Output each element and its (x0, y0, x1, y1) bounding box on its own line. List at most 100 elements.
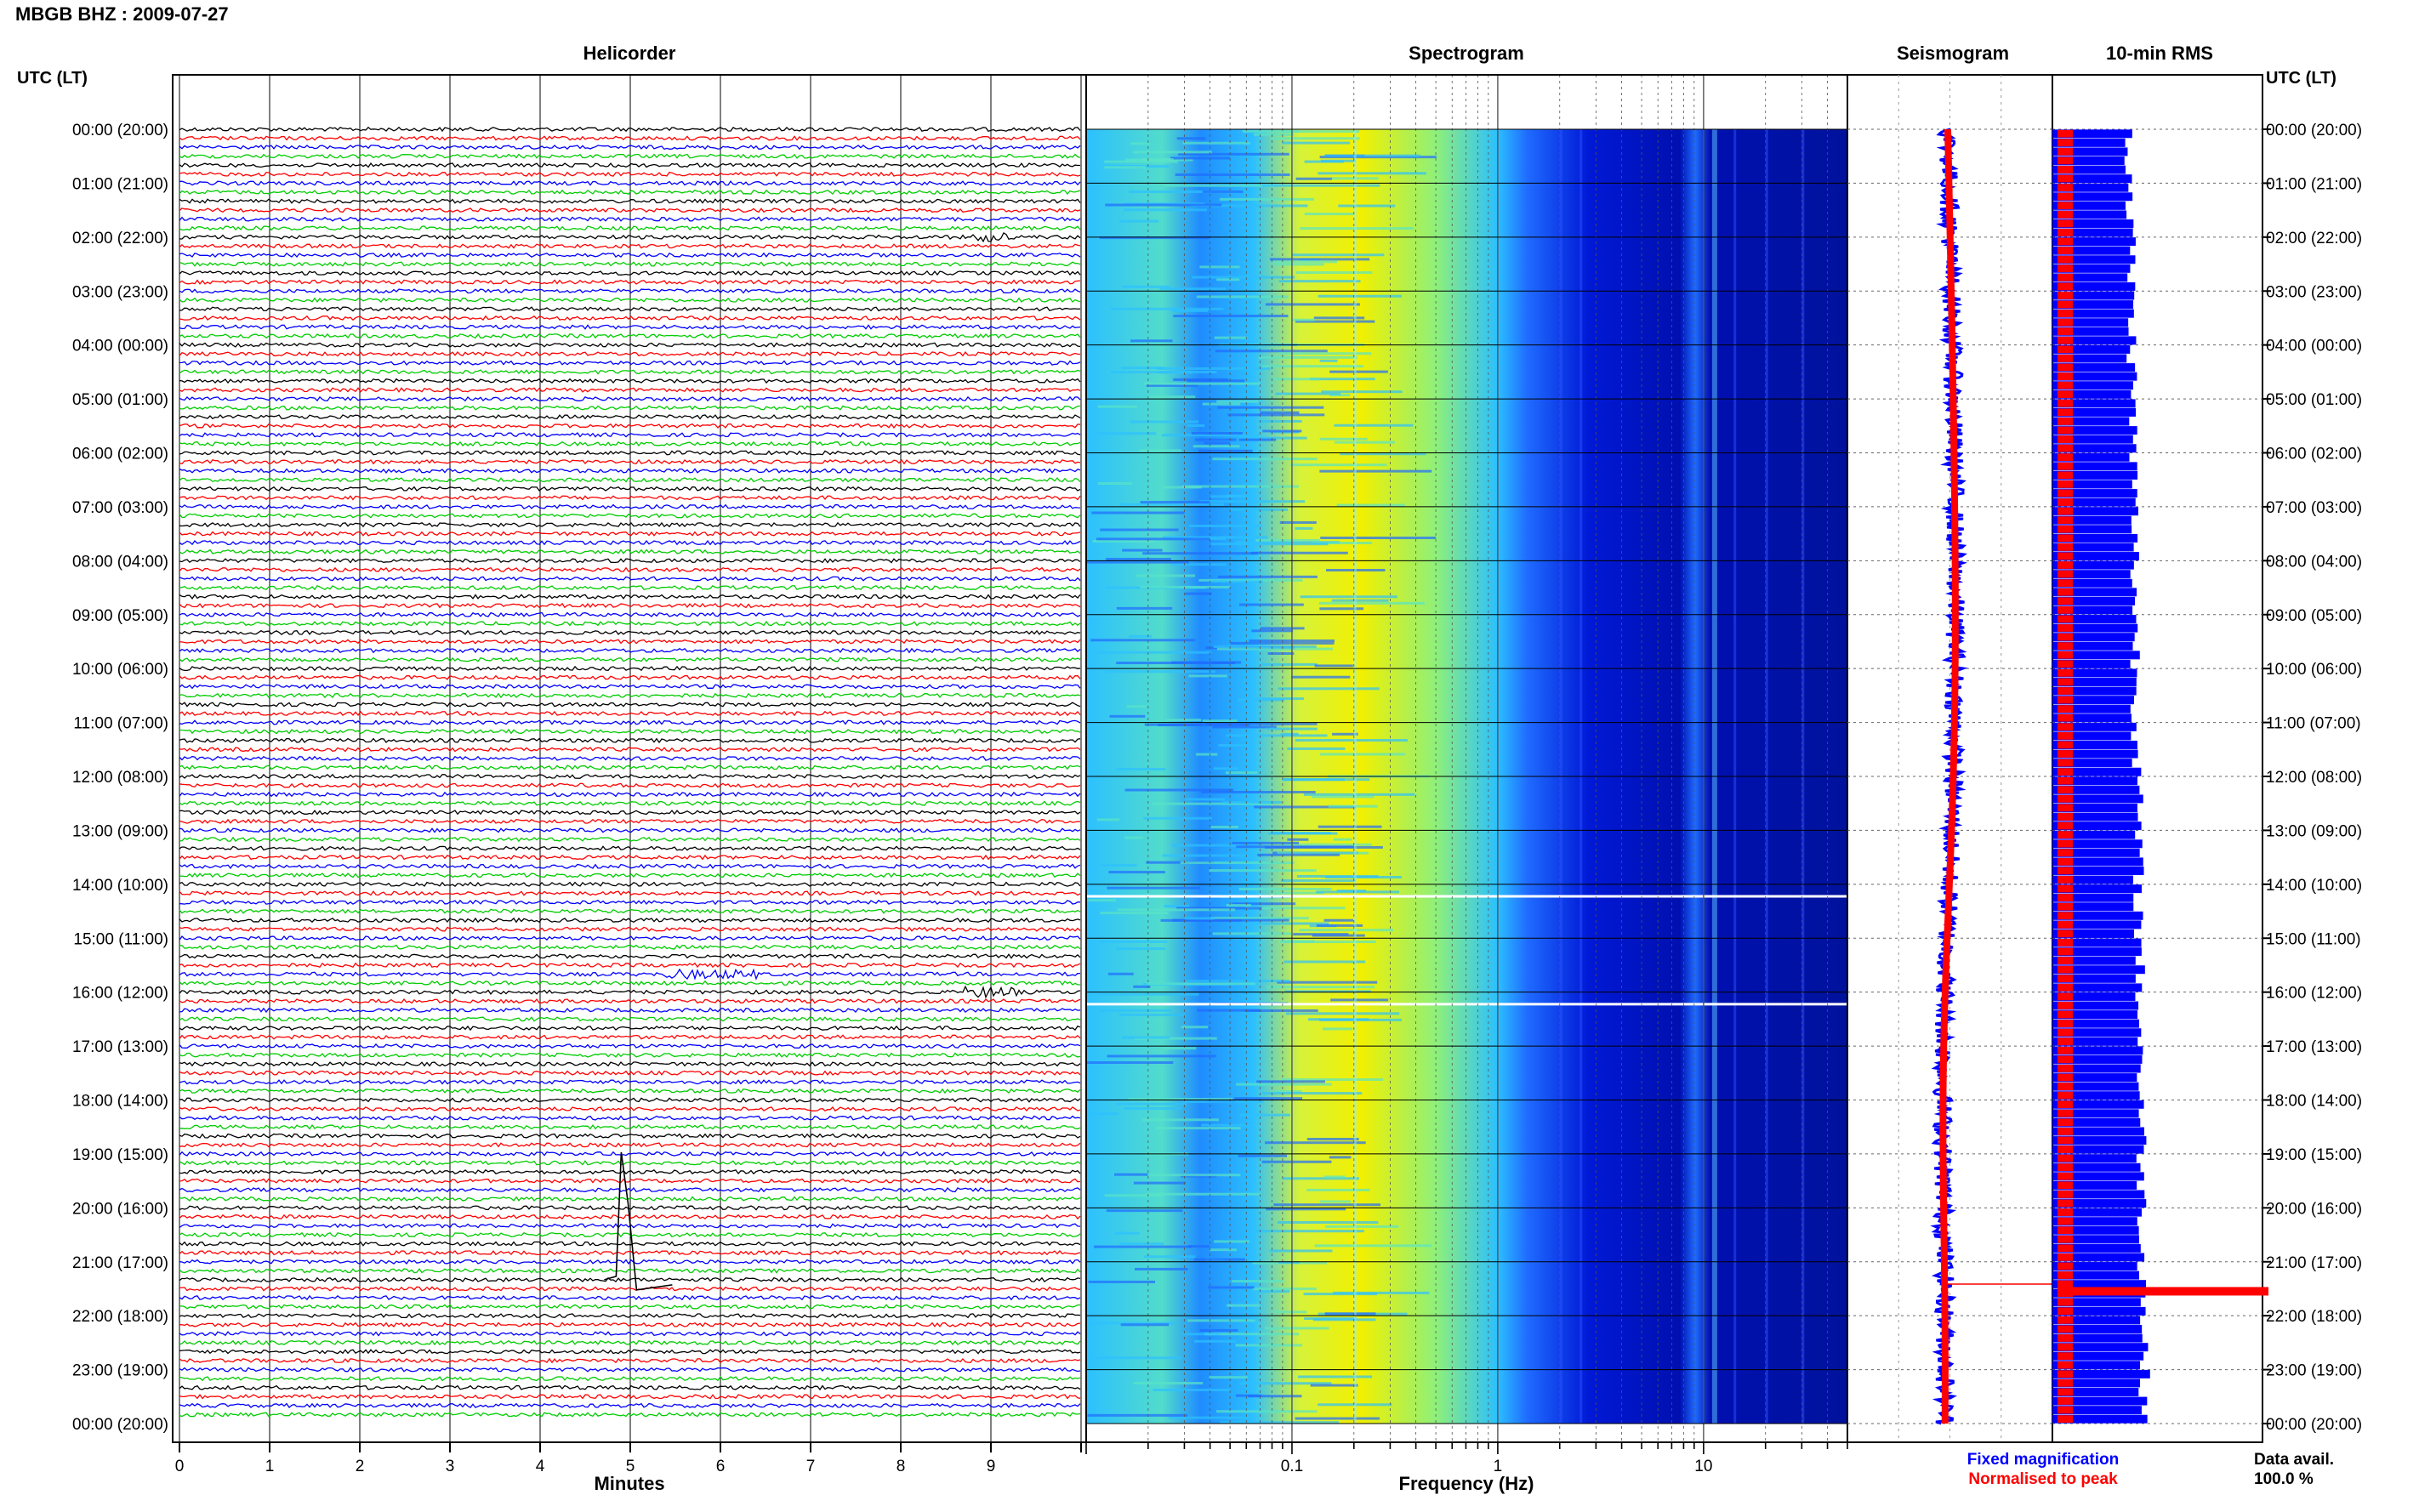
rms-bar-fixed (2052, 426, 2137, 435)
helicorder-trace (179, 207, 1081, 213)
rms-bar-fixed (2052, 489, 2137, 498)
helicorder-trace (179, 495, 1081, 501)
rms-bar-fixed (2052, 1378, 2141, 1388)
spectrogram-streak (1107, 886, 1200, 890)
rms-bar-fixed (2052, 1172, 2144, 1181)
spectrogram-streak (1234, 1097, 1303, 1100)
rms-bar-fixed (2052, 264, 2131, 273)
spectrogram-streak (1329, 394, 1351, 397)
helicorder-trace (179, 1060, 1081, 1067)
spectrogram-streak (1201, 1123, 1254, 1127)
y-tick-label-right: 20:00 (16:00) (2266, 1200, 2362, 1218)
rms-bar-normalised (2058, 605, 2073, 614)
helicorder-trace (179, 1393, 1081, 1400)
helicorder-title: Helicorder (583, 43, 676, 64)
rms-bar-fixed (2052, 515, 2132, 525)
rms-bar-normalised (2058, 965, 2073, 974)
helicorder-trace (179, 468, 1081, 475)
y-tick-label-right: 14:00 (10:00) (2266, 877, 2362, 895)
rms-bar-fixed (2052, 507, 2138, 516)
helicorder-trace (179, 153, 1081, 160)
rms-frame (2052, 74, 2263, 1443)
helicorder-traces (179, 126, 1081, 1418)
y-tick-label-left: 00:00 (20:00) (72, 122, 168, 139)
rms-bar-normalised (2058, 462, 2073, 470)
rms-bar-normalised (2058, 1226, 2073, 1235)
data-availability-label: Data avail. (2254, 1451, 2334, 1469)
spectrogram-streak (1273, 891, 1324, 895)
y-tick-label-left: 01:00 (21:00) (72, 175, 168, 193)
helicorder-trace (179, 531, 1081, 537)
rms-bar-normalised (2058, 1154, 2073, 1162)
y-tick-label-left: 18:00 (14:00) (72, 1093, 168, 1111)
rms-bar-fixed (2052, 893, 2134, 902)
rms-bar-fixed (2052, 552, 2139, 561)
spectrogram-streak (1312, 795, 1375, 799)
spectrogram-streak (1227, 413, 1325, 417)
rms-bar-normalised (2058, 957, 2073, 964)
spectrogram-streak (1260, 411, 1300, 414)
helicorder-trace (179, 1384, 1081, 1391)
rms-bar-normalised (2058, 1181, 2073, 1190)
helicorder-x-tick-label: 3 (446, 1458, 455, 1475)
spectrogram-streak (1235, 1394, 1262, 1397)
spectrogram-streak (1278, 687, 1380, 691)
spectrogram-streak (1323, 918, 1354, 922)
spectrogram-streak (1306, 1138, 1359, 1141)
rms-bar-normalised (2058, 705, 2073, 713)
y-tick-label-left: 13:00 (09:00) (72, 822, 168, 840)
spectrogram-streak (1214, 336, 1248, 339)
spectrogram-streak (1273, 1203, 1381, 1207)
helicorder-x-tick-label: 6 (716, 1458, 726, 1475)
helicorder-trace (179, 458, 1081, 465)
helicorder-trace (179, 1322, 1081, 1327)
spectrogram-streak (1332, 732, 1358, 736)
rms-bar-normalised (2058, 1325, 2073, 1333)
spectrogram-streak (1278, 352, 1372, 355)
helicorder-trace (179, 351, 1081, 357)
y-tick-label-right: 22:00 (18:00) (2266, 1308, 2362, 1326)
helicorder-xlabel: Minutes (594, 1473, 664, 1494)
helicorder-x-tick-label: 4 (536, 1458, 545, 1475)
spectrogram-streak (1202, 190, 1244, 193)
y-tick-label-right: 04:00 (00:00) (2266, 338, 2362, 355)
rms-bar-fixed (2052, 389, 2132, 399)
spectrogram-streak (1096, 432, 1157, 435)
rms-bar-normalised (2058, 668, 2073, 677)
spectrogram-streak (1260, 627, 1305, 630)
spectrogram-streak (1182, 141, 1250, 145)
spectrogram-streak (1099, 236, 1210, 240)
rms-bar-fixed (2052, 543, 2134, 552)
spectrogram-streak (1230, 641, 1335, 645)
rms-bar-normalised (2058, 642, 2073, 651)
spectrogram-streak (1130, 142, 1150, 145)
rms-bar-fixed (2052, 749, 2138, 759)
rms-bar-normalised (2058, 1083, 2073, 1090)
rms-bar-fixed (2052, 1388, 2139, 1396)
y-tick-label-right: 15:00 (11:00) (2266, 930, 2361, 948)
spectrogram-data-gap (1086, 1003, 1847, 1006)
rms-bar-normalised (2058, 1172, 2073, 1180)
helicorder-x-tick-label: 9 (987, 1458, 996, 1475)
spectrogram-streak (1300, 595, 1397, 599)
helicorder-trace (179, 602, 1081, 609)
spectrogram-streak (1216, 1410, 1318, 1413)
helicorder-trace (179, 1268, 1081, 1274)
data-availability-value: 100.0 % (2254, 1470, 2314, 1488)
spectrogram-streak (1161, 434, 1259, 437)
helicorder-trace (179, 899, 1080, 906)
spectrogram-streak (1104, 1194, 1163, 1197)
rms-bar-fixed (2052, 983, 2143, 992)
spectrogram-streak (1171, 661, 1241, 664)
spectrogram-streak (1261, 662, 1318, 666)
y-tick-label-left: 00:00 (20:00) (72, 1416, 168, 1434)
spectrogram-streak (1319, 753, 1406, 756)
time-label-right: UTC (LT) (2266, 69, 2336, 88)
rms-bar-fixed (2052, 435, 2133, 444)
spectrogram-streak (1318, 825, 1382, 828)
helicorder-trace (179, 1231, 1081, 1238)
helicorder-trace (179, 674, 1081, 680)
rms-bar-normalised (2058, 1208, 2073, 1216)
helicorder-trace (179, 629, 1081, 635)
